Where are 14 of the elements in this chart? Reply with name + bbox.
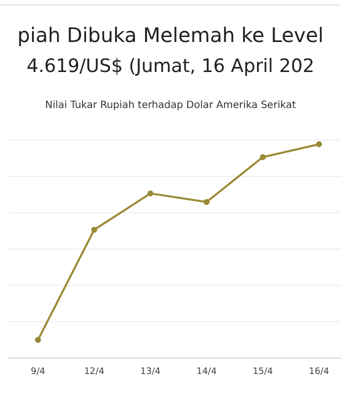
x-tick-label: 13/4 [140,367,161,377]
point [147,190,154,196]
point [260,154,266,160]
point [316,141,322,148]
x-tick-label: 16/4 [308,367,330,377]
point [91,226,98,233]
x-tick-label: 15/4 [252,367,274,377]
chart-title: piah Dibuka Melemah ke Level 4.619/US$ (Jumat, 16 April 202 [17,23,324,77]
x-tick-label: 9/4 [30,367,46,377]
point [35,336,41,343]
chart-subtitle: Nilai Tukar Rupiah terhadap Dolar Amerika Serikat [45,100,296,111]
x-tick-label: 14/4 [196,367,217,377]
point [204,199,210,205]
x-tick-label: 12/4 [84,367,105,377]
